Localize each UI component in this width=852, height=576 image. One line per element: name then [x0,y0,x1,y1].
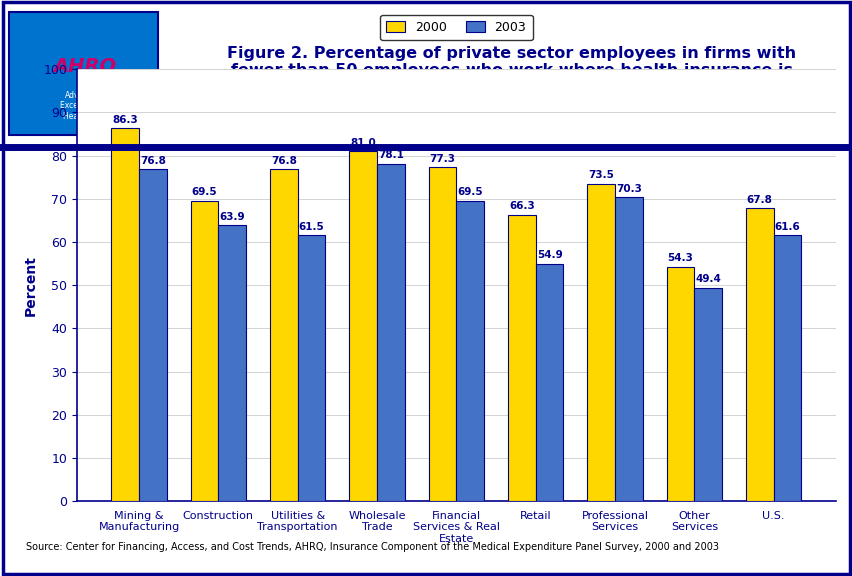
Bar [297,236,325,501]
Text: 54.3: 54.3 [667,253,693,263]
Text: 54.9: 54.9 [536,251,561,260]
Text: Advancing
Excellence in
Health Care: Advancing Excellence in Health Care [60,91,110,120]
Text: 66.3: 66.3 [509,201,534,211]
Bar [111,128,139,501]
Text: 76.8: 76.8 [140,156,165,166]
Text: 69.5: 69.5 [457,187,482,198]
Bar [614,198,642,501]
Bar [218,225,246,501]
Bar [535,264,563,501]
Bar [586,184,614,501]
Text: 78.1: 78.1 [377,150,403,160]
Text: 77.3: 77.3 [429,154,455,164]
Text: 49.4: 49.4 [694,274,720,284]
Text: 61.6: 61.6 [774,222,799,232]
Legend: 2000, 2003: 2000, 2003 [380,15,532,40]
Bar [745,209,773,501]
Bar [348,151,377,501]
Y-axis label: Percent: Percent [24,255,37,316]
Bar [9,12,158,135]
Bar [190,201,218,501]
Text: 61.5: 61.5 [298,222,324,232]
Text: 63.9: 63.9 [219,211,245,222]
Text: 76.8: 76.8 [271,156,296,166]
Bar [139,169,167,501]
Text: 73.5: 73.5 [588,170,613,180]
Bar [507,215,535,501]
Bar [377,164,405,501]
Text: 86.3: 86.3 [112,115,138,125]
Text: Figure 2. Percentage of private sector employees in firms with
fewer than 50 emp: Figure 2. Percentage of private sector e… [227,46,796,96]
Bar [694,288,722,501]
Text: AHRQ: AHRQ [54,56,117,75]
Bar [665,267,694,501]
Text: Source: Center for Financing, Access, and Cost Trends, AHRQ, Insurance Component: Source: Center for Financing, Access, an… [26,543,717,552]
Bar [269,169,297,501]
Bar [773,235,801,501]
Bar [456,201,484,501]
Bar [428,167,456,501]
Text: 69.5: 69.5 [192,187,217,198]
Text: 67.8: 67.8 [746,195,772,205]
Text: 81.0: 81.0 [350,138,376,147]
Text: 70.3: 70.3 [615,184,641,194]
